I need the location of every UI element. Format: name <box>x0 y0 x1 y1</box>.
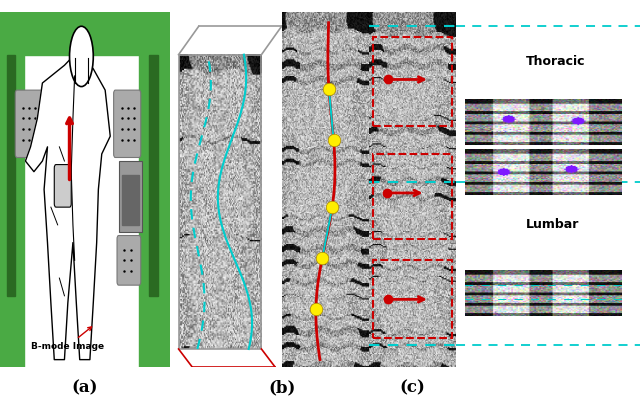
Bar <box>372 154 452 239</box>
Bar <box>7 55 15 296</box>
Bar <box>149 55 157 296</box>
FancyBboxPatch shape <box>54 164 71 207</box>
Text: Lumbar: Lumbar <box>525 218 579 231</box>
Bar <box>122 175 139 225</box>
Ellipse shape <box>70 26 93 87</box>
Text: Thoracic: Thoracic <box>525 55 585 68</box>
FancyBboxPatch shape <box>114 90 141 158</box>
Bar <box>0 12 24 367</box>
FancyBboxPatch shape <box>117 235 141 285</box>
Bar <box>139 12 170 367</box>
Polygon shape <box>26 58 110 359</box>
Text: (a): (a) <box>72 380 98 397</box>
FancyBboxPatch shape <box>15 90 42 158</box>
Bar <box>119 161 143 232</box>
Text: (b): (b) <box>268 380 295 397</box>
Text: (c): (c) <box>399 380 426 397</box>
Bar <box>372 37 452 126</box>
Bar <box>372 260 452 339</box>
Bar <box>0 12 170 55</box>
Text: B-mode Image: B-mode Image <box>31 327 104 351</box>
